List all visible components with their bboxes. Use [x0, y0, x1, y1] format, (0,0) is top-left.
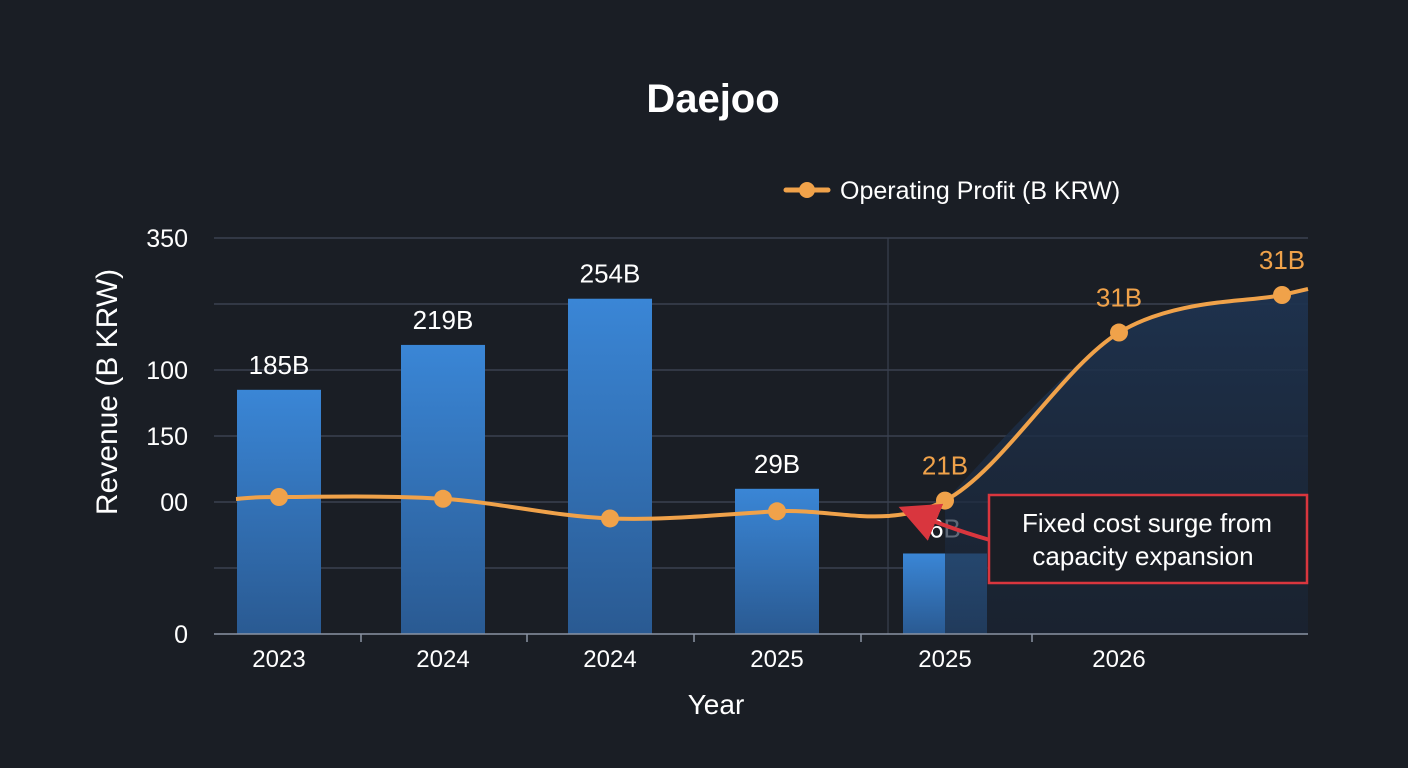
x-axis-ticks: 2023 2024 2024 2025 2025 2026 [214, 633, 1308, 673]
profit-value-label: 31B [1259, 245, 1305, 275]
y-tick-label: 0 [174, 621, 188, 649]
y-axis-label: Revenue (B KRW) [91, 269, 124, 515]
profit-point [601, 509, 619, 528]
bar-value-label: 185B [249, 350, 310, 380]
profit-point [1110, 323, 1128, 342]
profit-value-label: 21B [922, 451, 968, 481]
x-tick-label: 2024 [583, 646, 636, 673]
bars: 185B219B254B29B6B [237, 259, 987, 634]
bar [401, 344, 485, 634]
annotation-box [987, 493, 1309, 585]
x-tick-label: 2024 [416, 646, 469, 673]
profit-point [936, 491, 954, 510]
y-tick-label: 150 [146, 423, 188, 451]
annotation-line-2: capacity expansion [1032, 541, 1253, 571]
x-tick-label: 2023 [252, 646, 305, 673]
bar-value-label: 219B [413, 305, 474, 335]
annotation: Fixed cost surge from capacity expansion [898, 493, 1309, 585]
x-tick-label: 2025 [750, 646, 803, 673]
chart-title: Daejoo [646, 77, 779, 121]
x-axis-label: Year [688, 689, 745, 720]
profit-point [1273, 286, 1291, 304]
y-tick-label: 00 [160, 489, 188, 517]
bar [568, 298, 652, 634]
profit-point [434, 489, 452, 508]
annotation-arrow [898, 503, 991, 542]
y-tick-label: 100 [146, 357, 188, 385]
profit-point [768, 502, 786, 521]
profit-line-path [235, 287, 1309, 521]
bar [237, 389, 321, 634]
profit-line: 21B 31B 31B [235, 245, 1309, 528]
y-tick-label: 350 [146, 225, 188, 253]
x-tick-label: 2026 [1092, 646, 1145, 673]
legend-label: Operating Profit (B KRW) [840, 177, 1120, 205]
x-tick-label: 2025 [918, 646, 971, 673]
bar-value-label: 29B [754, 449, 800, 479]
legend-marker [799, 182, 815, 198]
profit-point [270, 488, 288, 506]
annotation-line-1: Fixed cost surge from [1022, 508, 1272, 538]
profit-value-label: 31B [1096, 283, 1142, 313]
bar-value-label: 254B [580, 259, 641, 289]
legend: Operating Profit (B KRW) [783, 177, 1120, 205]
